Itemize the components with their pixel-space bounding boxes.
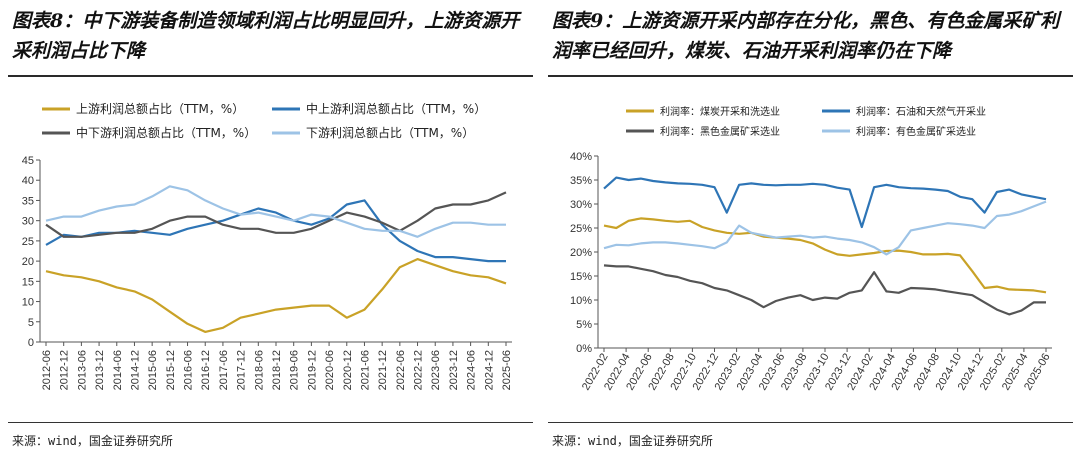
right-ytick-0: 0% (576, 343, 592, 355)
title-divider (548, 75, 1073, 77)
left-xtick-26: 2025-06 (501, 350, 513, 390)
right-ytick-7: 35% (570, 175, 592, 187)
left-legend-label-2: 中下游利润总额占比（TTM，%） (76, 125, 256, 140)
left-ytick-9: 45 (22, 155, 34, 167)
left-xtick-5: 2014-12 (129, 350, 141, 390)
right-ytick-1: 5% (576, 319, 592, 331)
left-xtick-2: 2013-06 (76, 350, 88, 390)
left-xtick-14: 2019-06 (289, 350, 301, 390)
right-legend-label-1: 利润率：石油和天然气开采业 (856, 105, 986, 118)
left-xtick-4: 2014-06 (112, 350, 124, 390)
right-ytick-8: 40% (570, 151, 592, 163)
left-xtick-19: 2021-12 (377, 350, 389, 390)
left-xtick-20: 2022-06 (395, 350, 407, 390)
right-ytick-4: 20% (570, 247, 592, 259)
left-xtick-6: 2015-06 (147, 350, 159, 390)
right-ytick-2: 10% (570, 295, 592, 307)
right-series-line-1 (603, 176, 1047, 229)
left-ytick-3: 15 (22, 276, 34, 288)
source-divider (8, 422, 533, 423)
left-ytick-0: 0 (28, 337, 34, 349)
left-xtick-10: 2017-06 (218, 350, 230, 390)
left-series-line-1 (45, 199, 506, 263)
left-ytick-4: 20 (22, 256, 34, 268)
left-legend-label-3: 下游利润总额占比（TTM，%） (306, 125, 474, 140)
left-ytick-8: 40 (22, 175, 34, 187)
left-xtick-1: 2012-12 (59, 350, 71, 390)
title-divider (8, 75, 533, 77)
left-xtick-25: 2024-12 (483, 350, 495, 390)
left-series-line-2 (45, 191, 507, 238)
left-series-line-3 (45, 185, 506, 238)
left-ytick-6: 30 (22, 216, 34, 228)
figure-9-title: 图表9：上游资源开采内部存在分化，黑色、有色金属采矿利润率已经回升，煤炭、石油开… (552, 10, 1060, 62)
left-xtick-23: 2023-12 (448, 350, 460, 390)
right-legend-label-2: 利润率：黑色金属矿采选业 (660, 125, 780, 138)
left-xtick-16: 2020-06 (324, 350, 336, 390)
left-xtick-13: 2018-12 (271, 350, 283, 390)
figure-8-chart: 上游利润总额占比（TTM，%） 中上游利润总额占比（TTM，%） 中下游利润总额占比… (22, 101, 513, 390)
left-xtick-0: 2012-06 (41, 350, 53, 390)
figure-8-title: 图表8：中下游装备制造领域利润占比明显回升，上游资源开采利润占比下降 (12, 10, 520, 62)
left-xtick-17: 2020-12 (342, 350, 354, 390)
left-xtick-11: 2017-12 (236, 350, 248, 390)
left-series-line-0 (45, 258, 507, 333)
left-ytick-5: 25 (22, 236, 34, 248)
right-series-line-2 (603, 264, 1046, 316)
right-legend-label-0: 利润率：煤炭开采和洗选业 (660, 105, 780, 118)
figure-9-source: 来源：wind，国金证券研究所 (552, 434, 713, 448)
figure-8-panel: 图表8：中下游装备制造领域利润占比明显回升，上游资源开采利润占比下降 上游利润总… (8, 10, 533, 448)
left-ytick-7: 35 (22, 195, 34, 207)
left-ytick-2: 10 (22, 297, 34, 309)
left-xtick-8: 2016-06 (183, 350, 195, 390)
left-ytick-1: 5 (28, 317, 34, 329)
right-legend-label-3: 利润率：有色金属矿采选业 (856, 125, 976, 138)
figure-9-panel: 图表9：上游资源开采内部存在分化，黑色、有色金属采矿利润率已经回升，煤炭、石油开… (540, 0, 1080, 461)
left-xtick-3: 2013-12 (94, 350, 106, 390)
figure-8-source: 来源：wind，国金证券研究所 (12, 434, 173, 448)
left-legend-label-0: 上游利润总额占比（TTM，%） (76, 101, 244, 116)
right-ytick-6: 30% (570, 199, 592, 211)
right-ytick-3: 15% (570, 271, 592, 283)
left-xtick-22: 2023-06 (430, 350, 442, 390)
left-xtick-7: 2015-12 (165, 350, 177, 390)
left-xtick-18: 2021-06 (359, 350, 371, 390)
left-legend-label-1: 中上游利润总额占比（TTM，%） (306, 101, 486, 116)
left-xtick-9: 2016-12 (200, 350, 212, 390)
right-series-line-0 (603, 217, 1047, 294)
left-xtick-21: 2022-12 (413, 350, 425, 390)
left-xtick-15: 2019-12 (306, 350, 318, 390)
left-xtick-12: 2018-06 (253, 350, 265, 390)
right-ytick-5: 25% (570, 223, 592, 235)
left-xtick-24: 2024-06 (466, 350, 478, 390)
right-series-line-3 (603, 200, 1047, 256)
source-divider (548, 422, 1073, 423)
